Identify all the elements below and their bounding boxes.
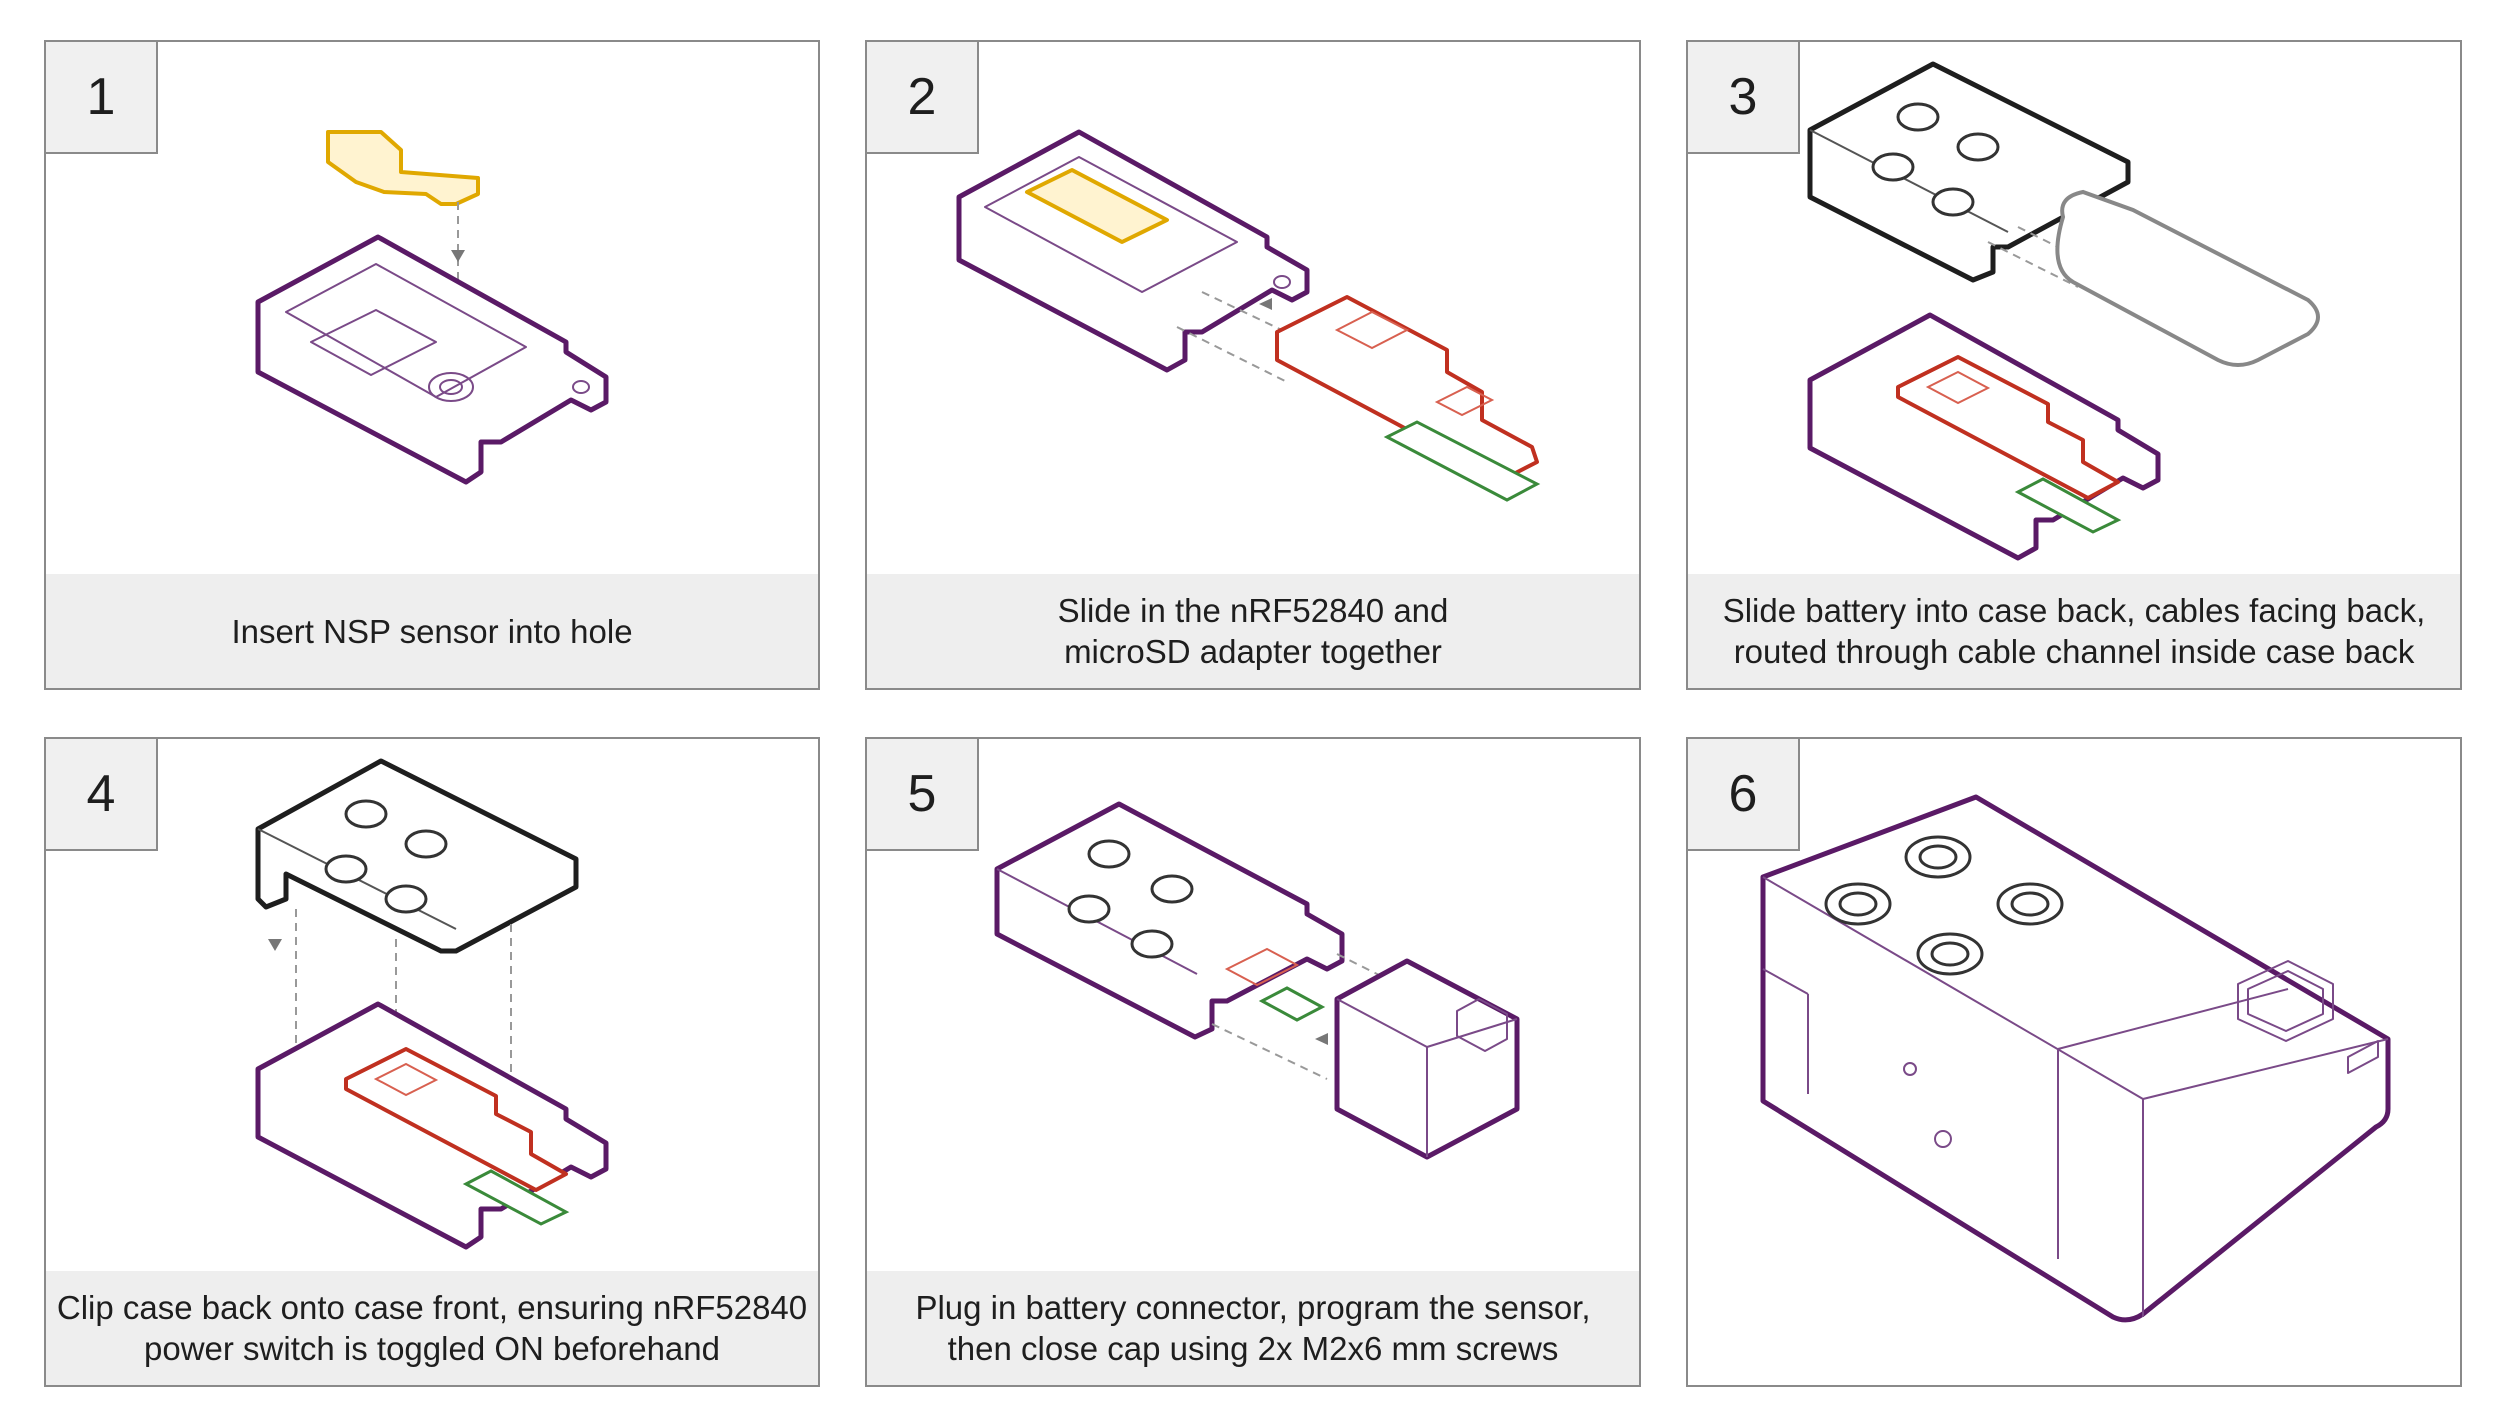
battery xyxy=(2055,189,2320,367)
case-back xyxy=(1807,61,2131,283)
nrf52840-board xyxy=(344,1047,568,1192)
usb-opening xyxy=(2237,960,2334,1042)
step-number: 2 xyxy=(867,42,979,154)
step-3-illustration xyxy=(1807,61,2320,561)
microsd-adapter xyxy=(462,1169,570,1226)
step-caption: Plug in battery connector, program the s… xyxy=(867,1271,1639,1385)
usb-opening xyxy=(1456,998,1508,1052)
nrf52840-board xyxy=(1275,295,1539,482)
screw-hole xyxy=(1930,941,1970,967)
nsp-sensor xyxy=(326,130,480,206)
caption-line: routed through cable channel inside case… xyxy=(1733,633,2415,670)
step-number: 6 xyxy=(1688,739,1800,851)
caption-line: Slide in the nRF52840 and xyxy=(1057,592,1449,629)
microsd-adapter xyxy=(2014,477,2122,534)
caption-line: microSD adapter together xyxy=(1064,633,1442,670)
step-number: 4 xyxy=(46,739,158,851)
step-caption: Clip case back onto case front, ensuring… xyxy=(46,1271,818,1385)
screw-hole xyxy=(1087,839,1131,869)
step-6-panel: 6 xyxy=(1686,737,2462,1387)
screw-hole xyxy=(1067,894,1111,924)
step-2-illustration xyxy=(956,129,1541,502)
step-4-panel: 4 Clip case back onto case front, ensuri… xyxy=(44,737,820,1387)
step-1-illustration xyxy=(255,130,609,485)
nsp-sensor-installed xyxy=(1025,168,1169,244)
caption-line: power switch is toggled ON beforehand xyxy=(144,1330,720,1367)
step-5-panel: 5 Plug in battery connector, program the… xyxy=(865,737,1641,1387)
screw-hole xyxy=(1956,132,2000,162)
caption-line: then close cap using 2x M2x6 mm screws xyxy=(947,1330,1559,1367)
step-number: 5 xyxy=(867,739,979,851)
screw-hole xyxy=(1871,152,1915,182)
step-4-illustration xyxy=(255,758,609,1250)
nrf52840-board xyxy=(1896,355,2120,500)
step-number: 1 xyxy=(46,42,158,154)
screw-hole xyxy=(324,854,368,884)
case-front xyxy=(956,129,1310,373)
screw-hole xyxy=(1150,874,1194,904)
caption-line: Plug in battery connector, program the s… xyxy=(915,1289,1591,1326)
screw-hole xyxy=(1130,929,1174,959)
step-1-panel: 1 Insert NSP sensor into hole xyxy=(44,40,820,690)
screw-hole xyxy=(1896,102,1940,132)
step-3-panel: 3 Slide battery into case back, cables f… xyxy=(1686,40,2462,690)
screw-hole xyxy=(1918,844,1958,870)
step-2-panel: 2 Slide in the nRF52840 and microSD adap… xyxy=(865,40,1641,690)
step-caption: Slide battery into case back, cables fac… xyxy=(1688,574,2460,688)
microsd-adapter xyxy=(1383,420,1541,502)
caption-line: Clip case back onto case front, ensuring… xyxy=(56,1289,808,1326)
step-number: 3 xyxy=(1688,42,1800,154)
step-6-illustration xyxy=(1760,794,2391,1323)
screw-hole xyxy=(344,799,388,829)
case-assembly xyxy=(994,801,1345,1040)
screw-hole xyxy=(404,829,448,859)
screw-hole xyxy=(2010,891,2050,917)
screw-hole xyxy=(1838,891,1878,917)
step-caption: Insert NSP sensor into hole xyxy=(46,574,818,688)
step-caption: Slide in the nRF52840 and microSD adapte… xyxy=(867,574,1639,688)
screw-hole xyxy=(1931,187,1975,217)
caption-line: Insert NSP sensor into hole xyxy=(231,612,633,650)
microsd-adapter xyxy=(1258,986,1326,1022)
step-5-illustration xyxy=(994,801,1520,1160)
caption-line: Slide battery into case back, cables fac… xyxy=(1722,592,2426,629)
screw-hole xyxy=(384,884,428,914)
case-front xyxy=(255,234,609,485)
